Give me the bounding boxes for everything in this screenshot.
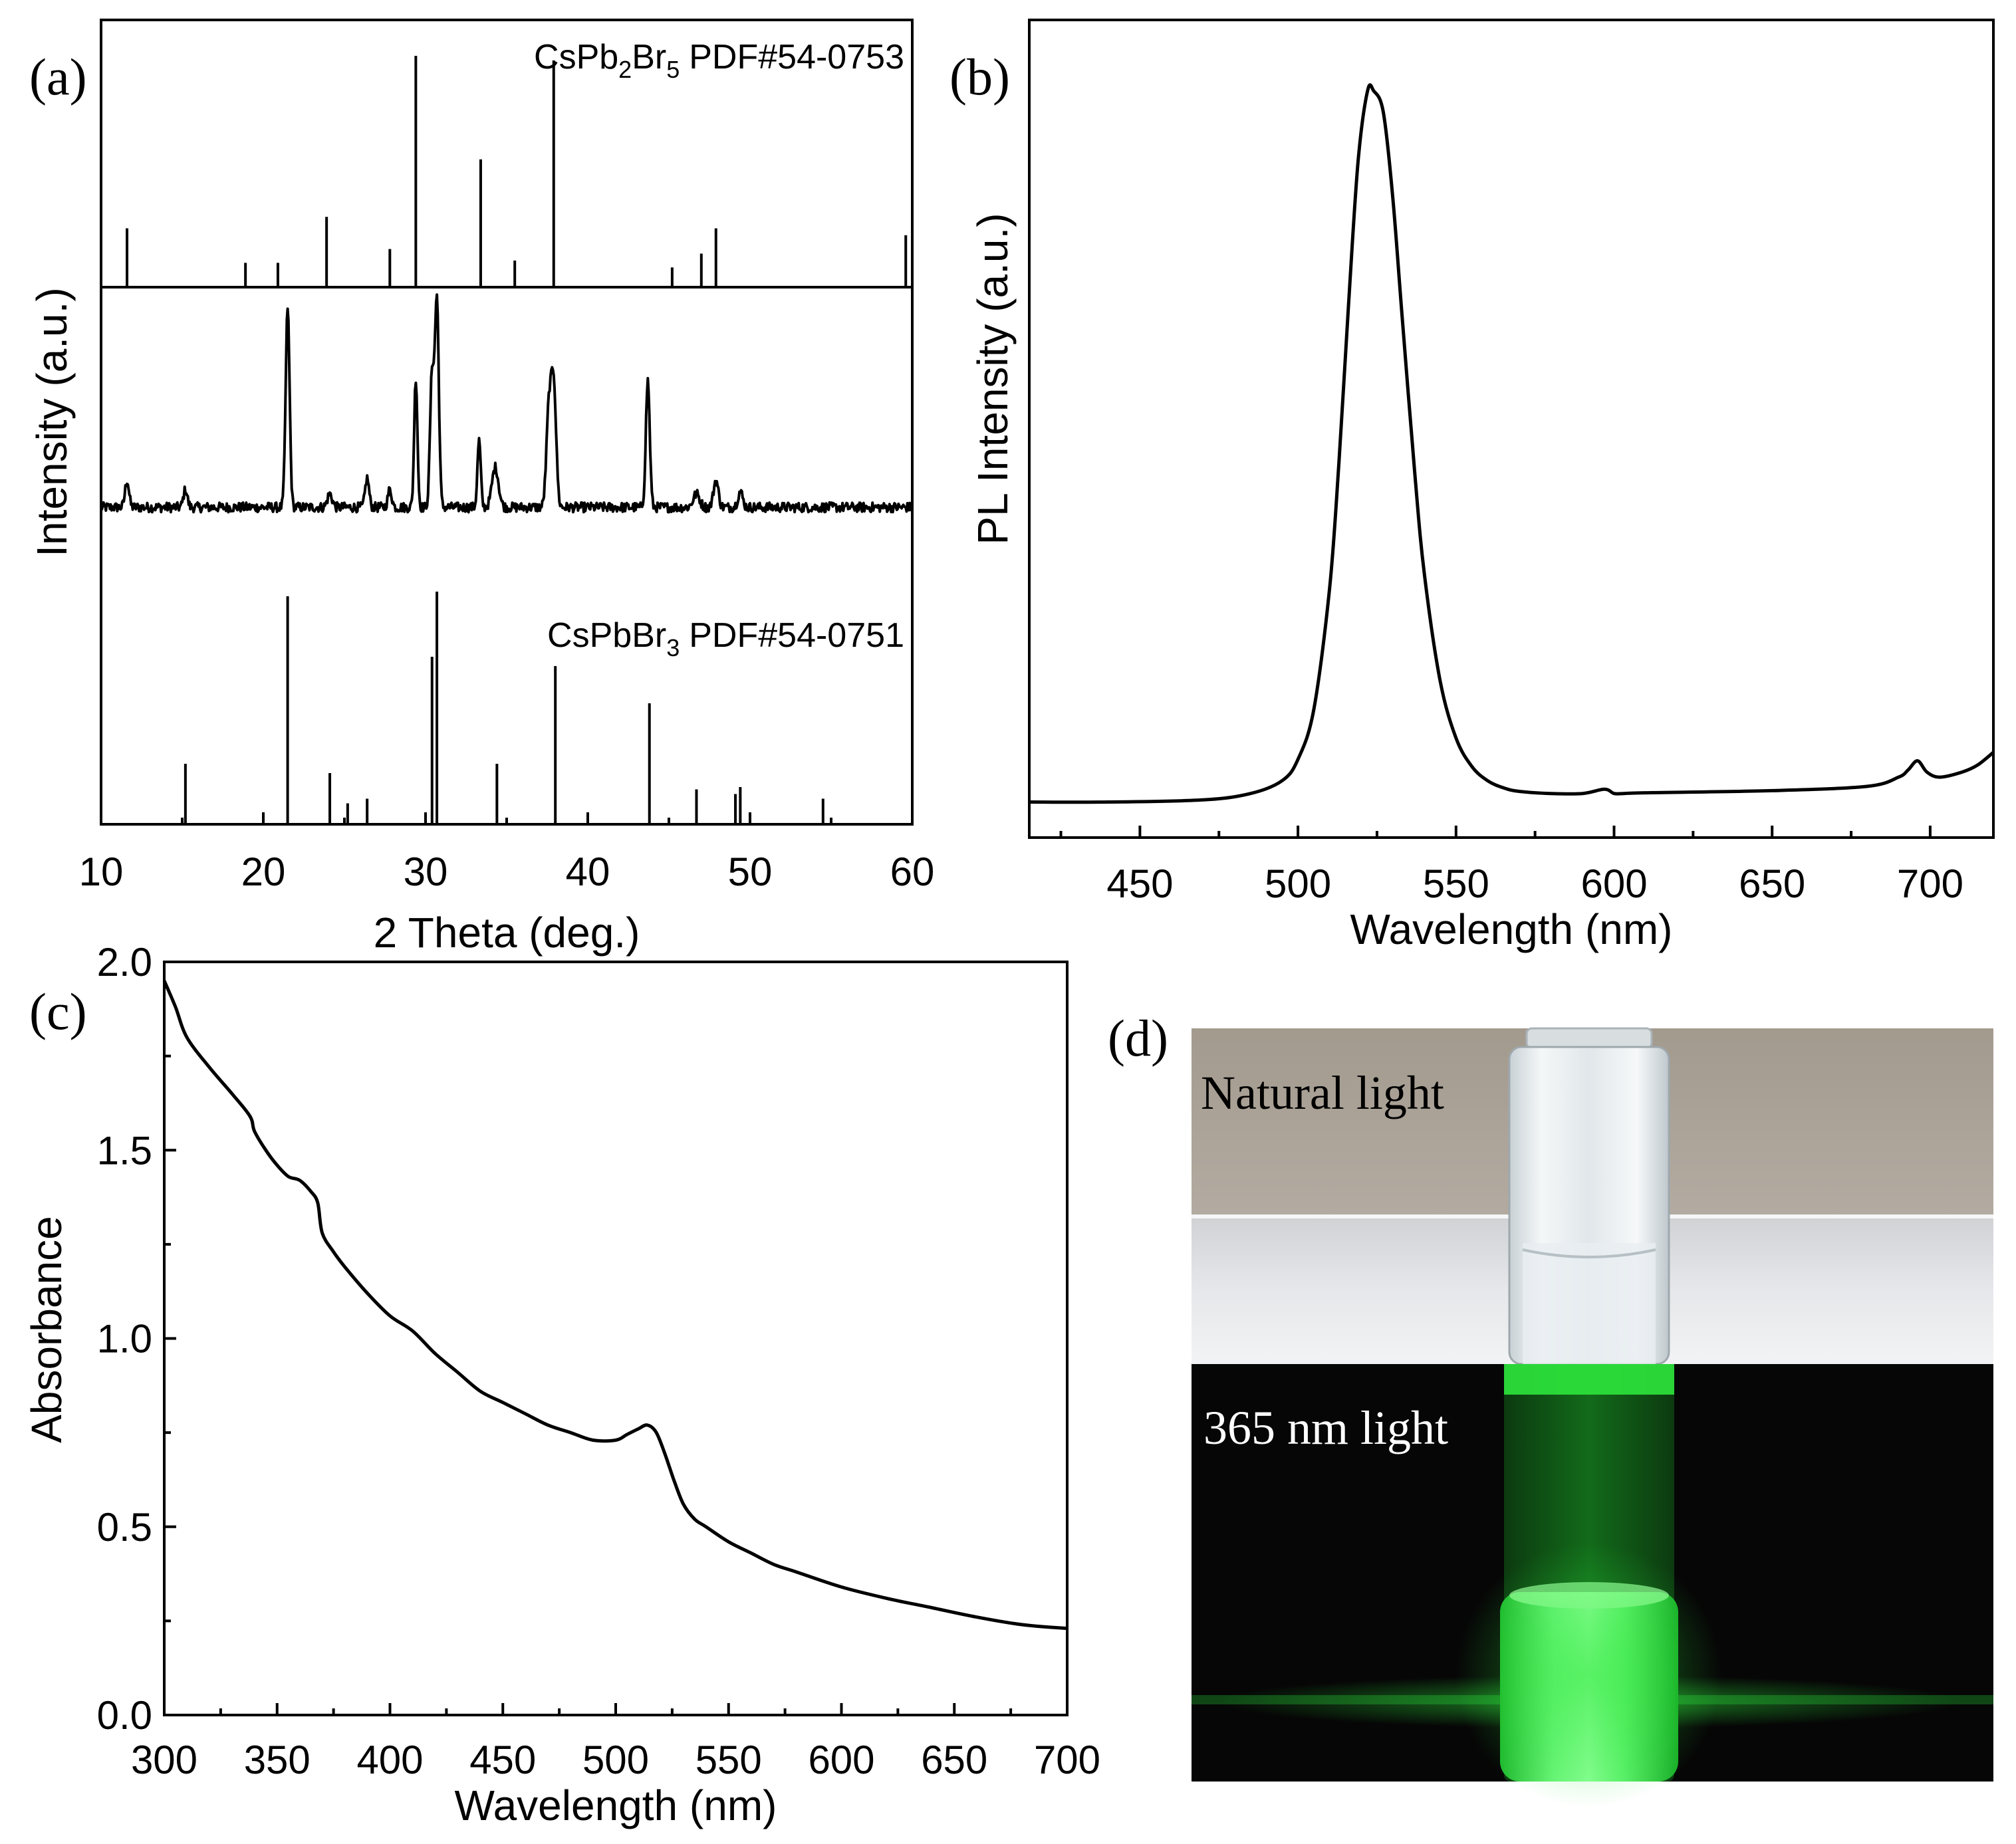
plot-frame-a xyxy=(100,19,914,826)
y-tick-label: 0.5 xyxy=(97,1505,152,1550)
panel-label-c: (c) xyxy=(29,982,87,1040)
x-tick-label: 650 xyxy=(1739,862,1805,906)
x-tick-label: 10 xyxy=(79,850,124,894)
x-axis-c: 300 350 400 450 500 550 600 650 700 xyxy=(131,1703,1100,1782)
xrd-line xyxy=(100,293,914,514)
x-tick-label: 300 xyxy=(131,1738,197,1782)
panel-b: (b) 450 500 550 600 650 700 Wavelength (nm) P… xyxy=(949,19,1995,953)
photo: Natural light 365 nm light xyxy=(1192,1027,1993,1808)
ref-label-bottom: CsPbBr3 PDF#54-0751 xyxy=(547,616,904,661)
plot-frame-b xyxy=(1028,19,1995,839)
x-tick-label: 700 xyxy=(1897,862,1963,906)
uv-light-label: 365 nm light xyxy=(1203,1401,1448,1454)
x-tick-label: 500 xyxy=(582,1738,649,1782)
x-axis-a: 10 20 30 40 50 60 xyxy=(79,812,935,894)
pl-curve xyxy=(1029,83,1995,804)
x-axis-b: 450 500 550 600 650 700 xyxy=(1059,826,1963,906)
ref-label-top: CsPb2Br5 PDF#54-0753 xyxy=(534,38,904,83)
ref-bars-top xyxy=(126,56,908,286)
y-axis-c: 0.0 0.5 1.0 1.5 2.0 xyxy=(97,940,176,1738)
x-tick-label: 550 xyxy=(695,1738,762,1782)
y-axis-title-c: Absorbance xyxy=(23,1216,70,1443)
x-tick-label: 600 xyxy=(808,1738,874,1782)
pl-line xyxy=(1029,83,1995,804)
panel-label-a: (a) xyxy=(29,48,87,106)
panel-d: (d) Natural light 365 nm light xyxy=(1108,1009,1993,1808)
ref-bars-bottom xyxy=(184,592,824,824)
x-tick-label: 500 xyxy=(1265,862,1331,906)
x-tick-label: 30 xyxy=(404,850,448,894)
x-tick-label: 400 xyxy=(356,1738,423,1782)
absorbance-curve xyxy=(162,980,1068,1631)
x-tick-label: 350 xyxy=(244,1738,311,1782)
x-tick-label: 40 xyxy=(566,850,610,894)
y-tick-label: 0.0 xyxy=(97,1693,152,1738)
panel-c: (c) 300 350 400 450 500 550 600 650 700 0.0 0.5 1.… xyxy=(23,940,1100,1829)
x-tick-label: 650 xyxy=(921,1738,987,1782)
y-tick-label: 1.0 xyxy=(97,1317,152,1361)
absorbance-line xyxy=(162,980,1068,1631)
y-axis-title-b: PL Intensity (a.u.) xyxy=(969,213,1017,544)
vial-cap-rim xyxy=(1525,1027,1653,1050)
xrd-pattern xyxy=(100,293,914,514)
x-tick-label: 600 xyxy=(1580,862,1647,906)
x-tick-label: 450 xyxy=(469,1738,536,1782)
x-tick-label: 20 xyxy=(241,850,286,894)
x-tick-label: 700 xyxy=(1034,1738,1100,1782)
x-axis-title-a: 2 Theta (deg.) xyxy=(374,909,640,957)
natural-light-label: Natural light xyxy=(1201,1066,1444,1119)
y-tick-label: 1.5 xyxy=(97,1128,152,1173)
x-axis-title-c: Wavelength (nm) xyxy=(455,1782,777,1829)
panel-label-d: (d) xyxy=(1108,1009,1168,1067)
y-axis-title-a: Intensity (a.u.) xyxy=(28,287,76,557)
plot-frame-c xyxy=(163,961,1069,1716)
x-tick-label: 450 xyxy=(1106,862,1173,906)
panel-a: (a) CsPb2Br5 PDF#54-0753 CsPbBr3 PDF#54-07… xyxy=(28,19,935,957)
x-axis-title-b: Wavelength (nm) xyxy=(1350,905,1673,953)
x-tick-label: 550 xyxy=(1423,862,1489,906)
y-tick-label: 2.0 xyxy=(97,940,152,984)
x-tick-label: 60 xyxy=(890,850,935,894)
x-tick-label: 50 xyxy=(728,850,773,894)
vial-liquid-clear xyxy=(1523,1243,1656,1364)
panel-label-b: (b) xyxy=(949,48,1010,106)
